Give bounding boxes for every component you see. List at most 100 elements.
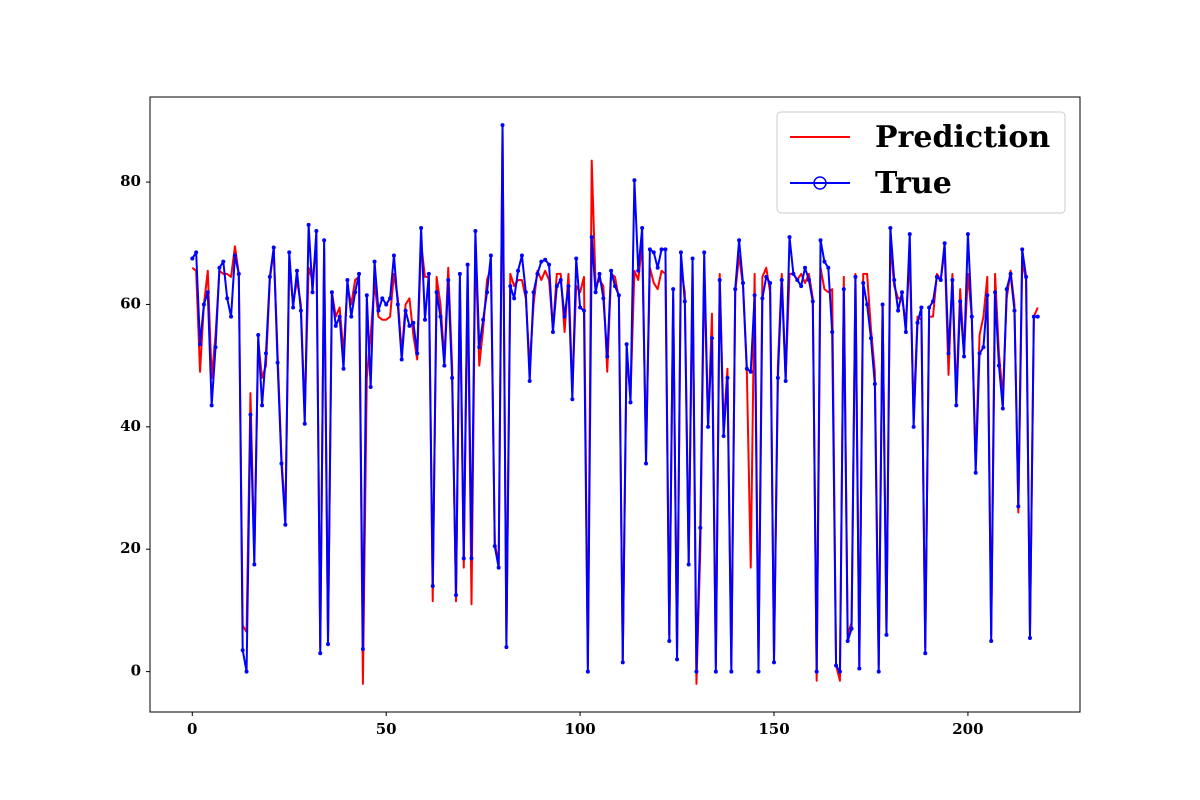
point [899,290,904,295]
point [605,354,610,359]
point [640,225,645,230]
point [260,403,265,408]
point [333,323,338,328]
point [368,385,373,390]
point [481,317,486,322]
point [589,235,594,240]
point [337,314,342,319]
point [950,277,955,282]
point [252,562,257,567]
plot-area [190,123,1040,685]
point [465,262,470,267]
point [547,262,552,267]
point [717,277,722,282]
point [326,642,331,647]
point [318,651,323,656]
point [713,669,718,674]
point [380,296,385,301]
point [581,308,586,313]
point [205,290,210,295]
point [965,232,970,237]
point [911,424,916,429]
point [725,375,730,380]
point [1020,247,1025,252]
point [566,284,571,289]
point [613,284,617,289]
point [240,648,245,653]
point [1027,635,1032,640]
point [733,287,738,292]
point [779,277,784,282]
point [1024,274,1029,279]
point [884,632,889,637]
point [213,345,218,350]
point [570,397,575,402]
point [256,333,261,338]
point [461,556,466,561]
x-tick-label: 150 [758,720,789,738]
point [294,268,299,273]
point [694,669,699,674]
point [306,222,311,227]
point [752,293,757,298]
point [263,351,268,356]
point [477,345,482,350]
point [516,268,521,273]
point [876,669,881,674]
point [903,329,908,334]
point [756,669,761,674]
point [927,305,932,310]
point [457,271,462,276]
point [690,256,695,261]
point [810,299,815,304]
point [407,323,412,328]
point [201,302,206,307]
point [826,265,831,270]
point [709,336,714,341]
point [597,271,602,276]
point [721,434,726,439]
y-tick-label: 60 [120,294,141,312]
point [360,646,365,651]
point [527,378,532,383]
point [671,287,676,292]
point [322,238,327,243]
point [376,308,381,313]
point [682,299,687,304]
point [384,302,389,307]
point [651,250,656,255]
legend: Prediction True [776,111,1066,214]
point [702,250,707,255]
point [644,461,649,466]
point [609,268,614,273]
y-tick-label: 0 [131,662,141,680]
point [357,271,362,276]
point [209,403,214,408]
point [593,290,598,295]
point [221,259,226,264]
point [512,296,517,301]
point [1031,314,1036,319]
y-tick-label: 80 [120,172,141,190]
point [558,277,563,282]
point [973,470,978,475]
axes-frame [149,96,1081,713]
point [977,351,982,356]
point [981,345,986,350]
point [996,363,1001,368]
legend-label: True [875,166,952,201]
point [364,293,369,298]
point [531,290,536,295]
point [861,281,866,286]
point [388,296,393,301]
point [1016,504,1021,509]
point [523,290,528,295]
point [190,256,195,261]
point [818,238,823,243]
point [236,271,241,276]
point [989,639,994,644]
x-tick-label: 200 [952,720,983,738]
point [698,525,703,530]
point [438,314,443,319]
point [349,314,354,319]
